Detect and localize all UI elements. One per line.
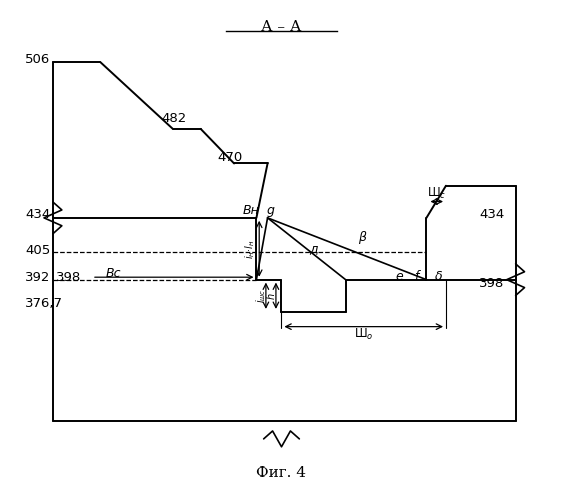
Text: f: f — [414, 270, 418, 282]
Text: Bн: Bн — [243, 204, 259, 217]
Text: А – А: А – А — [261, 20, 302, 34]
Text: 470: 470 — [217, 150, 243, 164]
Text: h: h — [267, 293, 277, 299]
Text: $i_н·l_н$: $i_н·l_н$ — [243, 240, 257, 258]
Text: 376,7: 376,7 — [25, 297, 63, 310]
Text: 405: 405 — [25, 244, 50, 256]
Text: β: β — [359, 231, 367, 244]
Text: Фиг. 4: Фиг. 4 — [257, 466, 306, 480]
Text: 398: 398 — [479, 277, 504, 290]
Text: Ш$_с$: Ш$_с$ — [427, 186, 446, 201]
Text: Ш$_о$: Ш$_о$ — [354, 326, 374, 342]
Text: $i_{шс}$: $i_{шс}$ — [254, 288, 269, 304]
Text: 434: 434 — [25, 208, 50, 221]
Text: д: д — [310, 242, 318, 256]
Text: δ: δ — [435, 270, 443, 282]
Text: 506: 506 — [25, 53, 50, 66]
Text: g: g — [266, 204, 274, 217]
Text: 434: 434 — [479, 208, 504, 221]
Text: e: e — [396, 270, 404, 282]
Text: Bс: Bс — [106, 267, 122, 280]
Text: 392: 392 — [25, 270, 51, 283]
Text: 482: 482 — [162, 112, 187, 126]
Text: 398: 398 — [56, 270, 81, 283]
